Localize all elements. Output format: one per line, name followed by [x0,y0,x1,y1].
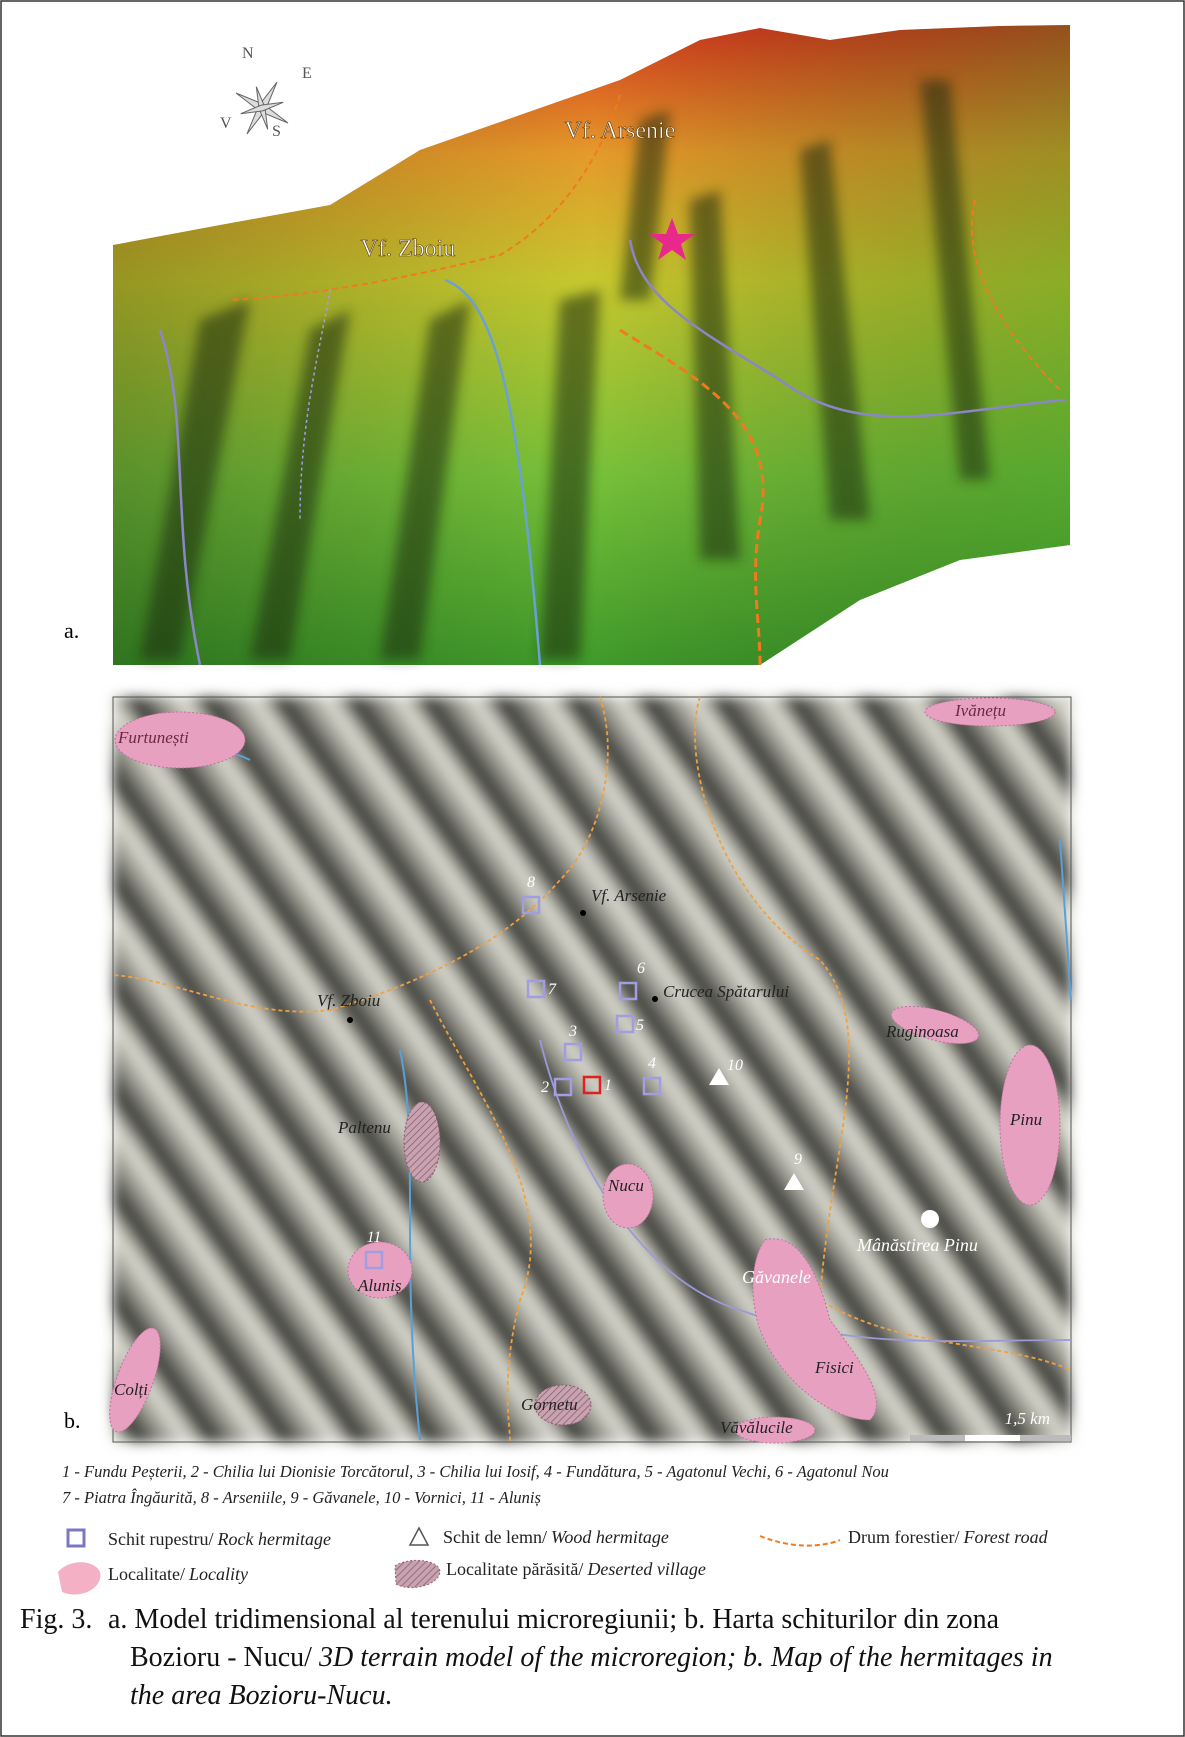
caption-en: 3D terrain model of the microregion; b. … [318,1642,1060,1673]
legend-entry: Schit rupestru/Rock hermitage [108,1529,331,1549]
compass-letter: N [242,45,254,62]
caption-line: Bozioru - Nucu/ 3D terrain model of the … [130,1642,1060,1673]
scale-bar [910,1435,1071,1441]
legend-entry-en: Locality [188,1564,248,1584]
hermitage-number: 6 [637,960,645,977]
place-label: Vf. Zboiu [317,991,380,1010]
place-label: Paltenu [337,1118,391,1137]
legend-entry: Schit de lemn/Wood hermitage [443,1527,669,1547]
hermitage-number: 5 [636,1017,644,1034]
legend-entry: Drum forestier/Forest road [848,1527,1049,1547]
compass [234,80,290,136]
place-label: Pinu [1009,1110,1042,1129]
place-label: Nucu [607,1176,644,1195]
scale-label: 1,5 km [1005,1409,1050,1428]
legend-entry: Localitate/Locality [108,1564,248,1584]
place-label: Furtunești [117,728,189,747]
place-label: Gornetu [521,1395,578,1414]
caption-en: the area Bozioru-Nucu. [130,1680,393,1711]
place-label: Colți [114,1380,148,1399]
figure-svg: a. b. [0,0,1185,1737]
hermitage-number: 1 [604,1077,612,1094]
legend-entry-en: Deserted village [586,1559,705,1579]
place-label: Crucea Spătarului [663,982,789,1001]
legend-entry-en: Wood hermitage [551,1527,669,1547]
compass-letter: S [272,123,281,140]
hermitage-number: 8 [527,874,535,891]
peak-label: Vf. Arsenie [565,118,676,144]
legend-entry-en: Rock hermitage [217,1529,331,1549]
place-label: Vf. Arsenie [591,886,667,905]
compass-letter: V [220,115,232,132]
place-label: Fisici [814,1358,854,1377]
place-label: Ruginoasa [885,1022,959,1041]
hermitage-number: 11 [367,1229,382,1246]
hermitage-number: 9 [794,1151,802,1168]
key-line: 1 - Fundu Peșterii, 2 - Chilia lui Dioni… [62,1462,889,1481]
figure: a. b. [0,0,1185,1737]
panel-label: a. [64,618,79,643]
caption-ro: a. Model tridimensional al terenului mic… [108,1604,1006,1635]
key-line: 7 - Piatra Îngăurită, 8 - Arseniile, 9 -… [62,1488,541,1507]
place-label: Ivănețu [954,701,1006,720]
hermitage-number: 7 [548,981,557,998]
caption-text: a. Model tridimensional al terenului mic… [108,1604,1060,1711]
place-label: Aluniș [357,1276,402,1295]
hillshade-map [113,697,1071,1442]
legend-entry-en: Forest road [962,1527,1048,1547]
caption-ro: Bozioru - Nucu/ [130,1642,319,1673]
place-label: Văvălucile [720,1418,793,1437]
place-label: Găvanele [742,1267,811,1287]
hermitage-number: 10 [727,1057,743,1074]
place-label: Mânăstirea Pinu [856,1235,978,1255]
panel-label: b. [64,1408,81,1433]
compass-letter: E [302,65,312,82]
peak-label: Vf. Zboiu [361,236,456,262]
hermitage-number: 3 [568,1023,577,1040]
legend-entry: Localitate părăsită/Deserted village [446,1559,706,1579]
caption-line: the area Bozioru-Nucu. [130,1680,393,1711]
caption-line: a. Model tridimensional al terenului mic… [108,1604,1006,1635]
hermitage-number: 2 [541,1079,549,1096]
hermitage-number: 4 [648,1055,656,1072]
caption-fig: Fig. 3. [20,1604,92,1635]
